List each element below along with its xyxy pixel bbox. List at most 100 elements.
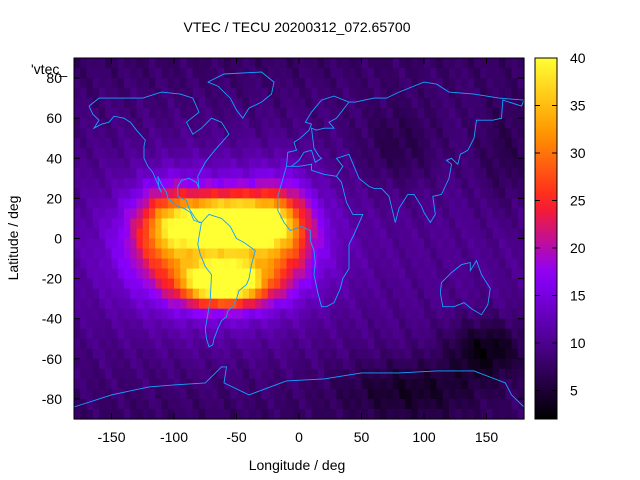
heatmap-cell	[174, 238, 181, 250]
heatmap-cell	[86, 138, 94, 149]
heatmap-cell	[436, 68, 444, 79]
heatmap-cell	[349, 198, 356, 210]
heatmap-cell	[217, 118, 225, 129]
heatmap-cell	[267, 188, 275, 199]
heatmap-cell	[74, 338, 81, 350]
heatmap-cell	[455, 58, 463, 69]
heatmap-cell	[486, 68, 494, 79]
heatmap-cell	[286, 108, 294, 119]
heatmap-cell	[274, 188, 281, 199]
heatmap-cell	[411, 398, 419, 410]
heatmap-cell	[236, 268, 244, 280]
heatmap-cell	[167, 228, 175, 240]
heatmap-cell	[467, 108, 475, 119]
heatmap-cell	[99, 88, 106, 99]
heatmap-cell	[467, 208, 475, 220]
heatmap-cell	[224, 288, 231, 300]
heatmap-cell	[492, 278, 500, 290]
heatmap-cell	[124, 348, 131, 360]
heatmap-cell	[261, 368, 269, 380]
heatmap-cell	[92, 278, 100, 290]
heatmap-cell	[386, 168, 394, 179]
heatmap-cell	[336, 148, 344, 159]
heatmap-cell	[199, 118, 206, 129]
heatmap-cell	[117, 238, 125, 250]
heatmap-cell	[324, 228, 331, 240]
heatmap-cell	[455, 338, 463, 350]
heatmap-cell	[286, 198, 294, 210]
heatmap-cell	[280, 248, 288, 260]
heatmap-cell	[242, 358, 250, 370]
heatmap-cell	[274, 278, 281, 290]
heatmap-cell	[330, 338, 338, 350]
heatmap-cell	[424, 178, 431, 189]
heatmap-cell	[361, 228, 369, 240]
heatmap-cell	[224, 188, 231, 199]
heatmap-cell	[430, 188, 438, 199]
heatmap-cell	[324, 338, 331, 350]
heatmap-cell	[155, 278, 163, 290]
heatmap-cell	[136, 398, 144, 410]
heatmap-cell	[117, 338, 125, 350]
heatmap-cell	[317, 248, 325, 260]
heatmap-cell	[180, 398, 188, 410]
heatmap-cell	[442, 128, 450, 139]
heatmap-cell	[105, 248, 113, 260]
heatmap-cell	[386, 148, 394, 159]
heatmap-cell	[367, 308, 375, 320]
heatmap-cell	[486, 248, 494, 260]
heatmap-cell	[380, 228, 388, 240]
heatmap-cell	[186, 308, 194, 320]
heatmap-cell	[374, 218, 381, 230]
heatmap-cell	[199, 198, 206, 210]
heatmap-cell	[417, 98, 425, 109]
heatmap-cell	[280, 238, 288, 250]
heatmap-cell	[342, 348, 350, 360]
heatmap-cell	[186, 248, 194, 260]
heatmap-cell	[424, 78, 431, 89]
heatmap-cell	[380, 208, 388, 220]
heatmap-cell	[86, 388, 94, 400]
heatmap-cell	[455, 398, 463, 410]
heatmap-cell	[130, 408, 138, 420]
heatmap-cell	[324, 208, 331, 220]
heatmap-cell	[280, 118, 288, 129]
heatmap-cell	[199, 208, 206, 220]
heatmap-cell	[292, 98, 300, 109]
heatmap-cell	[305, 388, 313, 400]
heatmap-cell	[205, 378, 213, 390]
heatmap-cell	[324, 368, 331, 380]
heatmap-cell	[442, 298, 450, 310]
heatmap-cell	[261, 148, 269, 159]
heatmap-cell	[199, 108, 206, 119]
heatmap-cell	[211, 238, 219, 250]
heatmap-cell	[174, 308, 181, 320]
heatmap-cell	[299, 218, 306, 230]
heatmap-cell	[205, 108, 213, 119]
heatmap-cell	[505, 358, 513, 370]
heatmap-cell	[292, 198, 300, 210]
heatmap-cell	[417, 238, 425, 250]
heatmap-cell	[417, 178, 425, 189]
heatmap-cell	[467, 368, 475, 380]
heatmap-cell	[461, 158, 469, 169]
heatmap-cell	[249, 398, 256, 410]
heatmap-cell	[411, 158, 419, 169]
heatmap-cell	[486, 178, 494, 189]
heatmap-cell	[474, 248, 481, 260]
heatmap-cell	[486, 258, 494, 270]
heatmap-cell	[430, 378, 438, 390]
heatmap-cell	[230, 308, 238, 320]
heatmap-cell	[511, 318, 519, 330]
heatmap-cell	[142, 178, 150, 189]
heatmap-cell	[374, 158, 381, 169]
heatmap-cell	[99, 298, 106, 310]
heatmap-cell	[299, 358, 306, 370]
heatmap-cell	[455, 88, 463, 99]
heatmap-cell	[292, 288, 300, 300]
heatmap-cell	[136, 268, 144, 280]
heatmap-cell	[461, 358, 469, 370]
heatmap-cell	[155, 58, 163, 69]
heatmap-cell	[136, 388, 144, 400]
heatmap-cell	[92, 148, 100, 159]
